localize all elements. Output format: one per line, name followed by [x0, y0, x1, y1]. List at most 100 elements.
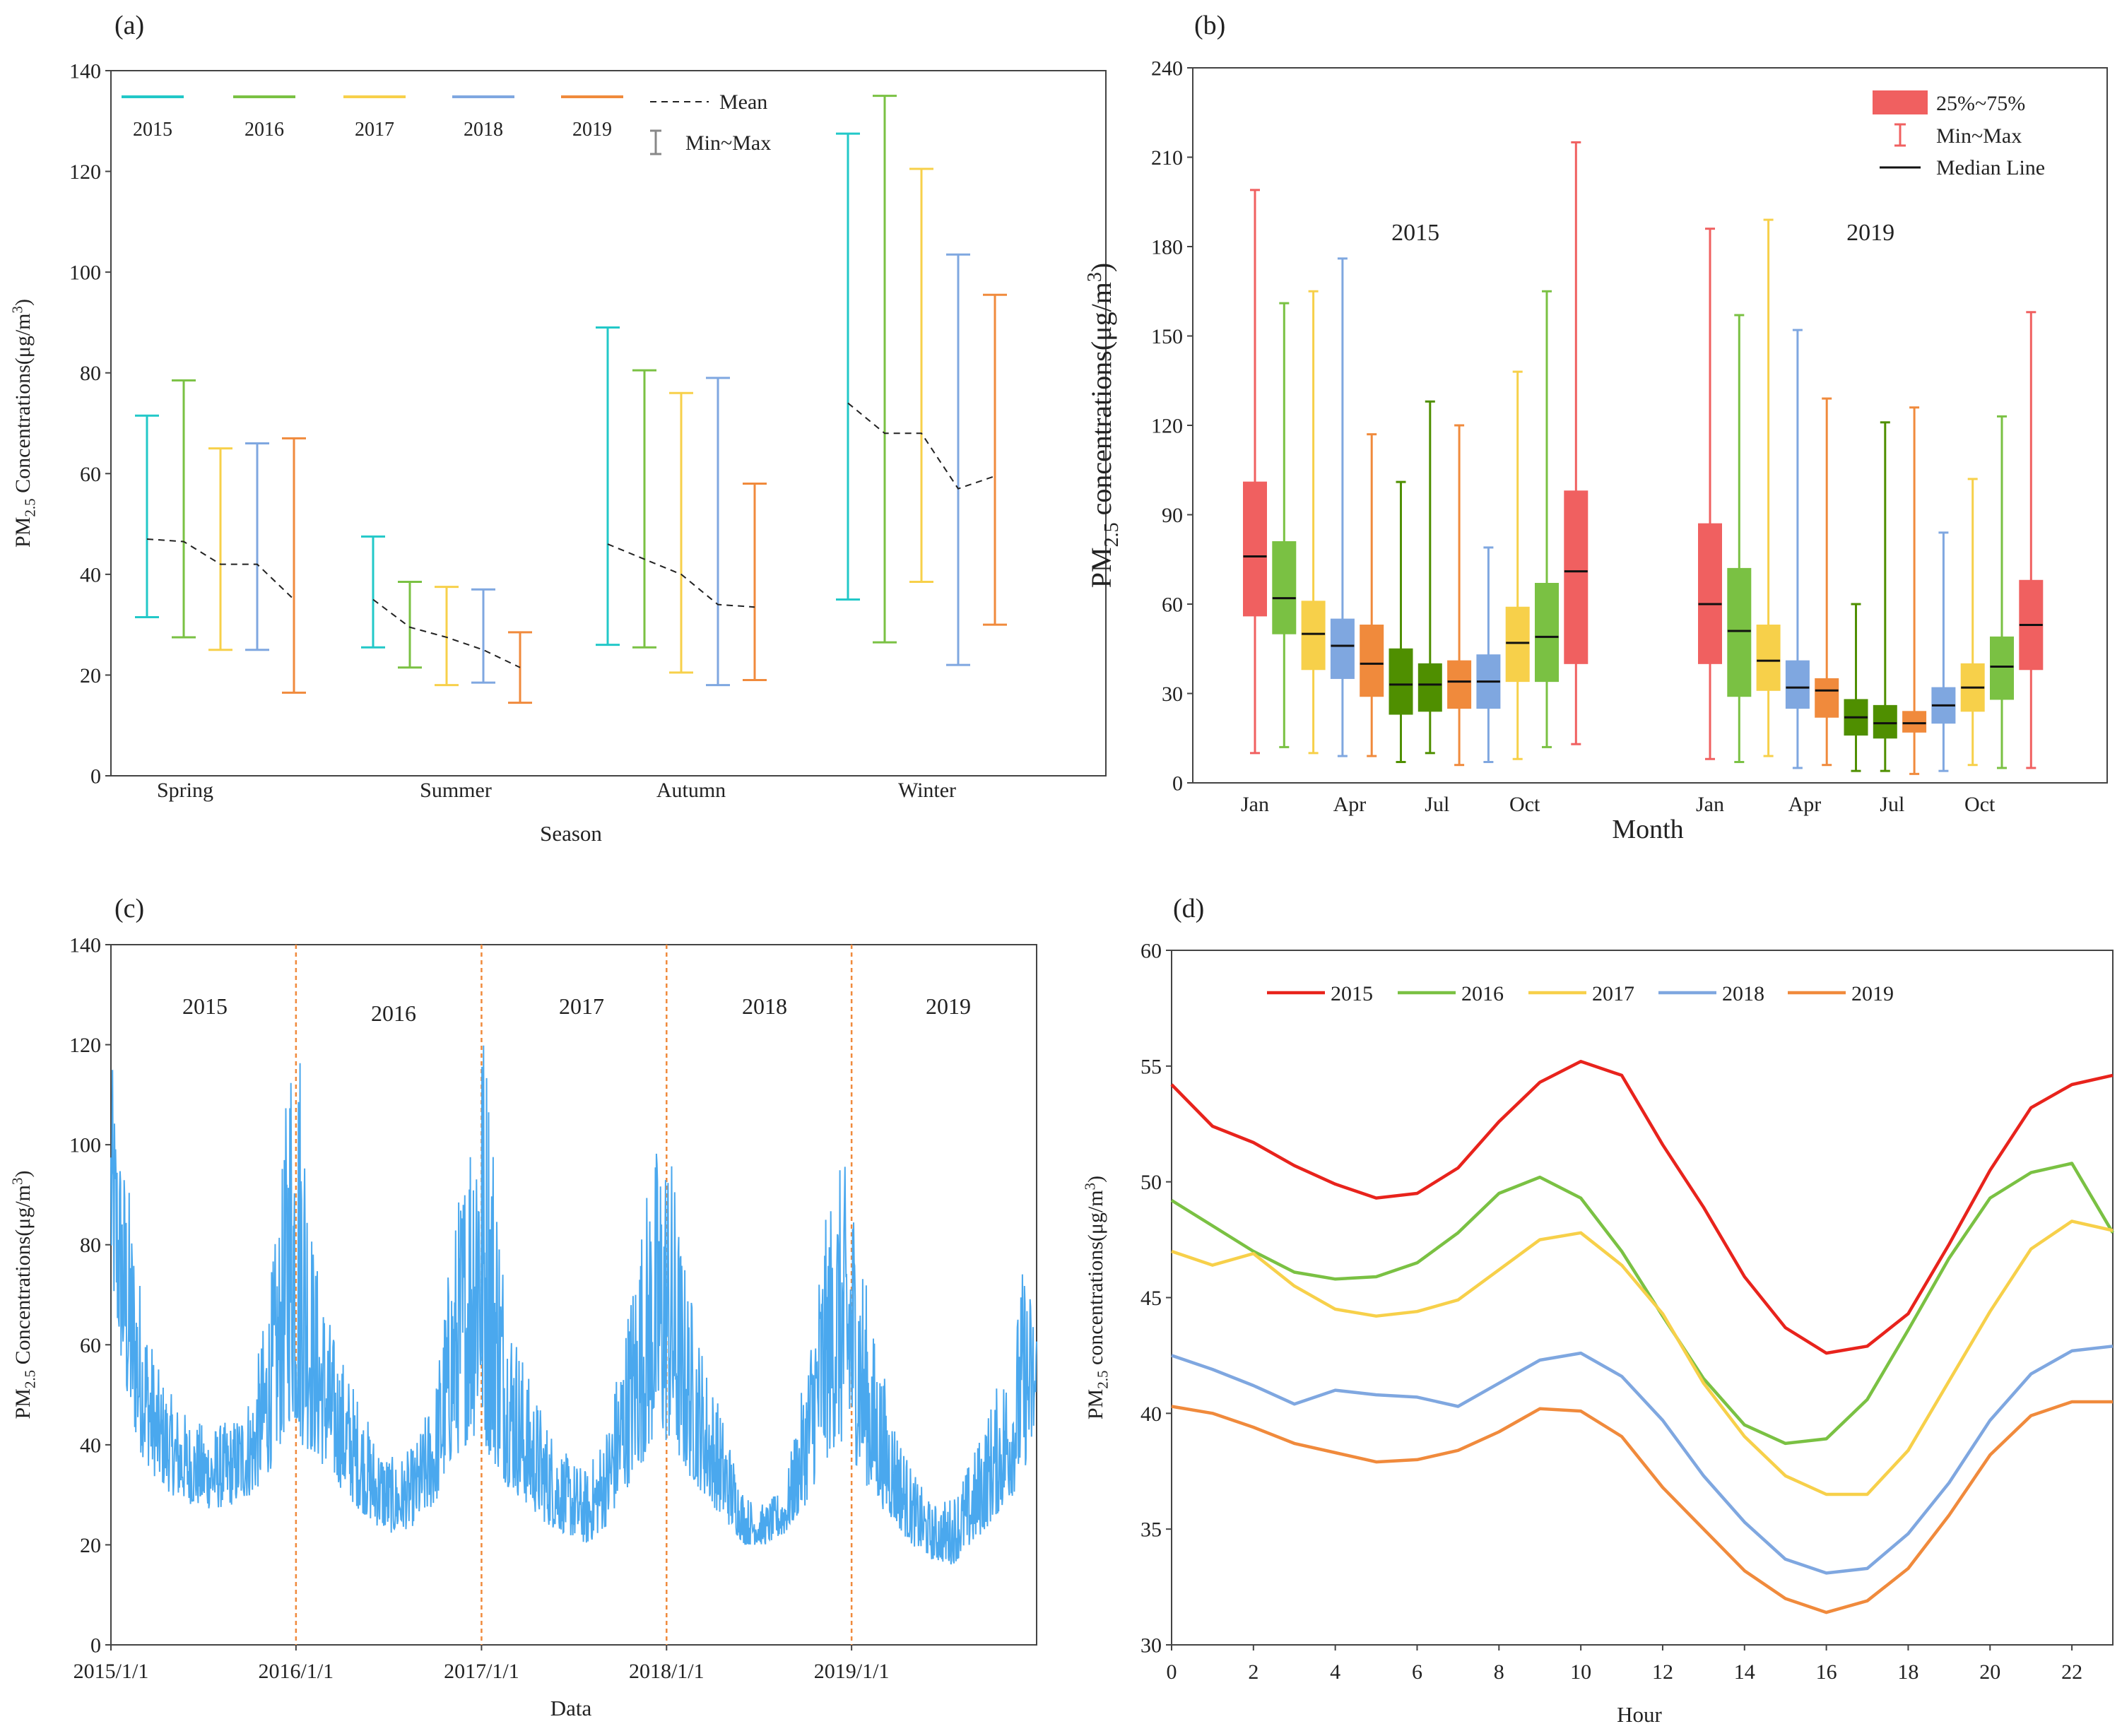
- panel-b-month-label: Oct: [1509, 793, 1540, 816]
- panel-d-xtick-label: 10: [1570, 1660, 1591, 1684]
- panel-a-errorbar-2016: [632, 369, 656, 649]
- panel-b-month-label: Apr: [1333, 793, 1367, 816]
- panel-d-xtick-label: 16: [1816, 1660, 1837, 1684]
- panel-b-box-2019-m4: [1785, 329, 1810, 769]
- panel-d-xtick-label: 20: [1979, 1660, 2000, 1684]
- box-iqr: [1815, 678, 1839, 718]
- panel-d-series-2016: [1170, 1162, 2114, 1446]
- box-iqr: [1417, 663, 1442, 712]
- panel-b-box-2015-m4: [1330, 257, 1355, 757]
- panel-c-xtick-label: 2015/1/1: [73, 1660, 149, 1683]
- panel-a-errorbar-2017: [435, 586, 459, 687]
- panel-c-ylabel: PM2.5 Concentrations(μg/m3): [9, 1171, 39, 1419]
- panel-d-xtick-label: 6: [1412, 1660, 1422, 1684]
- panel-a-category-label: Summer: [420, 779, 492, 802]
- panel-c-xtick-label: 2019/1/1: [814, 1660, 890, 1683]
- panel-b-box-2015-m10: [1505, 370, 1530, 760]
- panel-b-box-2015-m3: [1301, 290, 1326, 755]
- panel-b-box-2019-m11: [1990, 415, 2014, 769]
- panel-a-errorbar-2016: [873, 95, 897, 644]
- panel-b-box-2019-m12: [2019, 311, 2044, 769]
- box-iqr: [1301, 601, 1326, 671]
- panel-a-label: (a): [114, 11, 144, 40]
- panel-a-ytick-label: 60: [80, 463, 101, 486]
- panel-a-ytick-label: 100: [69, 261, 101, 285]
- panel-a-errorbar-2018: [471, 588, 495, 684]
- panel-d-series-2017: [1171, 1220, 2114, 1496]
- panel-a-errorbar-2015: [596, 326, 620, 646]
- panel-b-month-label: Jul: [1425, 793, 1449, 816]
- panel-b-legend-box-label: 25%~75%: [1936, 92, 2025, 115]
- panel-c-ytick-label: 140: [69, 934, 101, 957]
- panel-d-series-2018: [1171, 1345, 2114, 1575]
- panel-c-ytick-label: 60: [80, 1334, 101, 1357]
- panel-d-xtick-label: 22: [2061, 1660, 2082, 1684]
- box-iqr: [1564, 490, 1588, 664]
- panel-d-xtick-label: 4: [1330, 1660, 1340, 1684]
- panel-b-ytick-label: 240: [1151, 57, 1183, 81]
- box-iqr: [1990, 636, 2014, 700]
- panel-d-xlabel: Hour: [1617, 1702, 1662, 1727]
- panel-d-xtick-label: 14: [1734, 1660, 1755, 1684]
- panel-a-errorbar-2017: [909, 167, 933, 584]
- box-iqr: [1360, 625, 1384, 697]
- panel-c-xtick-label: 2018/1/1: [629, 1660, 705, 1683]
- panel-b-box-2019-m6: [1844, 603, 1868, 772]
- panel-b-label: (b): [1194, 11, 1225, 40]
- panel-d-legend-label: 2015: [1331, 982, 1373, 1005]
- panel-a-ytick-label: 120: [69, 160, 101, 184]
- box-iqr: [1389, 648, 1413, 715]
- box-iqr: [1447, 660, 1472, 709]
- panel-a-legend-label: 2017: [355, 119, 394, 141]
- panel-b-box-2015-m12: [1564, 141, 1588, 745]
- panel-b-ytick-label: 120: [1151, 415, 1183, 438]
- box-iqr: [1785, 660, 1810, 709]
- panel-d-xtick-label: 12: [1652, 1660, 1673, 1684]
- panel-b-box-2019-m10: [1960, 478, 1985, 767]
- panel-d-ytick-label: 55: [1140, 1055, 1162, 1078]
- panel-b-group-label: 2019: [1846, 220, 1894, 246]
- panel-a-errorbar-2015: [836, 132, 860, 601]
- panel-b-xlabel: Month: [1612, 815, 1683, 844]
- panel-b-ytick-label: 0: [1172, 772, 1183, 796]
- panel-b-month-label: Jan: [1696, 793, 1724, 816]
- panel-a-ytick-label: 40: [80, 563, 101, 586]
- panel-b-box-2015-m11: [1535, 290, 1559, 748]
- panel-c-year-label: 2019: [926, 993, 971, 1019]
- panel-c-year-label: 2018: [742, 993, 787, 1019]
- box-iqr: [1698, 523, 1722, 664]
- panel-b-ytick-label: 150: [1151, 325, 1183, 348]
- panel-a-errorbar-2019: [282, 437, 306, 694]
- panel-b-legend-box-swatch: [1873, 90, 1928, 114]
- panel-b-box-2015-m5: [1360, 433, 1384, 757]
- panel-b-box-2019-m8: [1902, 406, 1927, 775]
- panel-d-series-2019: [1171, 1400, 2113, 1614]
- panel-a-errorbar-2018: [946, 253, 970, 666]
- panel-b-box-2019-m2: [1727, 314, 1752, 763]
- panel-b-box-2019-m1: [1698, 228, 1722, 760]
- panel-a-errorbar-2017: [208, 447, 232, 651]
- panel-c-ytick-label: 20: [80, 1534, 101, 1557]
- box-iqr: [1243, 481, 1267, 617]
- panel-a-legend-label: 2019: [572, 119, 612, 141]
- box-iqr: [1535, 582, 1559, 683]
- panel-b-ytick-label: 210: [1151, 146, 1183, 170]
- panel-c-label: (c): [114, 894, 144, 923]
- panel-a-category-label: Autumn: [656, 779, 726, 802]
- panel-a-errorbar-2018: [706, 377, 730, 687]
- box-iqr: [1505, 606, 1530, 683]
- panel-a-ytick-label: 140: [69, 60, 101, 83]
- panel-b-legend-minmax-label: Min~Max: [1936, 124, 2022, 148]
- panel-b-box-2019-m7: [1873, 421, 1897, 772]
- panel-b-ytick-label: 180: [1151, 236, 1183, 259]
- panel-a-category-label: Winter: [898, 779, 956, 802]
- panel-c-year-label: 2015: [182, 993, 228, 1019]
- panel-b-box-2015-m8: [1447, 424, 1472, 767]
- panel-c-axes: [110, 944, 1037, 1646]
- panel-b-box-2015-m2: [1272, 302, 1297, 748]
- panel-c-ytick-label: 40: [80, 1434, 101, 1457]
- panel-a-legend-label: 2018: [464, 119, 503, 141]
- panel-d-xtick-label: 8: [1494, 1660, 1504, 1684]
- panel-c-ytick-label: 0: [90, 1634, 101, 1658]
- panel-c-ytick-label: 120: [69, 1034, 101, 1057]
